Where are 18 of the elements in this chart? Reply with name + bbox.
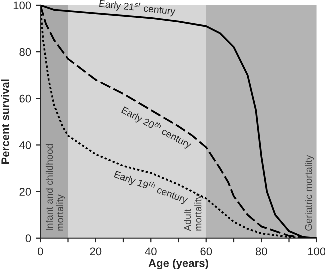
- band-label: Geriatric mortality: [305, 155, 314, 231]
- band-label: Infant and childhood mortality: [46, 144, 66, 231]
- y-tick-label: 80: [20, 48, 32, 56]
- y-axis-title: Percent survival: [1, 80, 10, 164]
- x-tick-label: 60: [200, 248, 212, 256]
- y-tick-label: 0: [26, 234, 32, 243]
- x-tick-label: 0: [38, 248, 44, 256]
- y-tick-label: 40: [19, 141, 32, 150]
- y-tick-label: 60: [20, 94, 32, 103]
- text: Early 21$^{st}$ century: [99, 0, 176, 18]
- x-axis-title: Age (years): [148, 259, 208, 270]
- text: Early 19$^{th}$ century: [114, 168, 190, 206]
- y-tick-label: 20: [20, 188, 32, 196]
- x-tick-label: 20: [90, 248, 102, 256]
- x-tick-label: 80: [256, 248, 268, 256]
- y-tick-label: 100: [14, 2, 32, 10]
- x-tick-label: 40: [145, 248, 157, 256]
- text: Early 20$^{th}$ century: [120, 104, 194, 150]
